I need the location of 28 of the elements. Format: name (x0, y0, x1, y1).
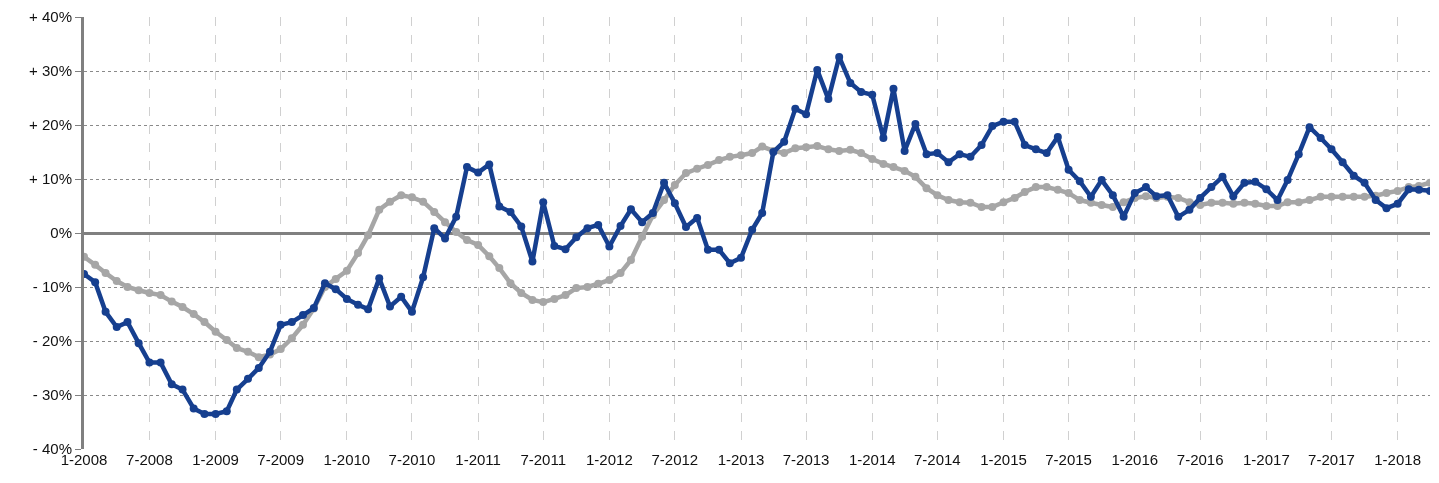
x-tick-label: 1-2014 (848, 451, 896, 468)
x-tick-label: 7-2009 (257, 451, 305, 468)
x-tick-label: 7-2017 (1308, 451, 1355, 468)
y-tick-label: 0% (50, 224, 72, 242)
y-tick-label: + 40% (29, 8, 72, 26)
y-tick-label: + 20% (29, 116, 72, 134)
x-tick-label: 1-2018 (1374, 451, 1421, 468)
x-tick-label: 1-2016 (1111, 451, 1159, 468)
x-tick-label: 7-2013 (782, 451, 830, 468)
x-tick-label: 1-2013 (717, 451, 765, 468)
x-tick-label: 1-2011 (455, 451, 501, 468)
x-tick-label: 7-2014 (913, 451, 961, 468)
y-tick-label: + 10% (29, 170, 72, 188)
x-tick-label: 7-2015 (1045, 451, 1092, 468)
y-tick-label: - 20% (32, 332, 72, 350)
x-tick-label: 1-2017 (1243, 451, 1290, 468)
x-tick-label: 1-2010 (323, 451, 371, 468)
x-tick-label: 7-2016 (1176, 451, 1224, 468)
x-tick-label: 1-2015 (980, 451, 1027, 468)
x-tick-label: 7-2008 (126, 451, 173, 468)
x-tick-label: 1-2009 (192, 451, 239, 468)
x-tick-label: 7-2012 (651, 451, 699, 468)
x-tick-label: 7-2010 (388, 451, 436, 468)
y-tick-label: - 10% (32, 278, 72, 296)
y-tick-label: - 30% (32, 386, 72, 404)
x-tick-label: 1-2012 (586, 451, 633, 468)
y-tick-label: + 30% (29, 62, 72, 80)
x-tick-label: 7-2011 (520, 451, 567, 468)
